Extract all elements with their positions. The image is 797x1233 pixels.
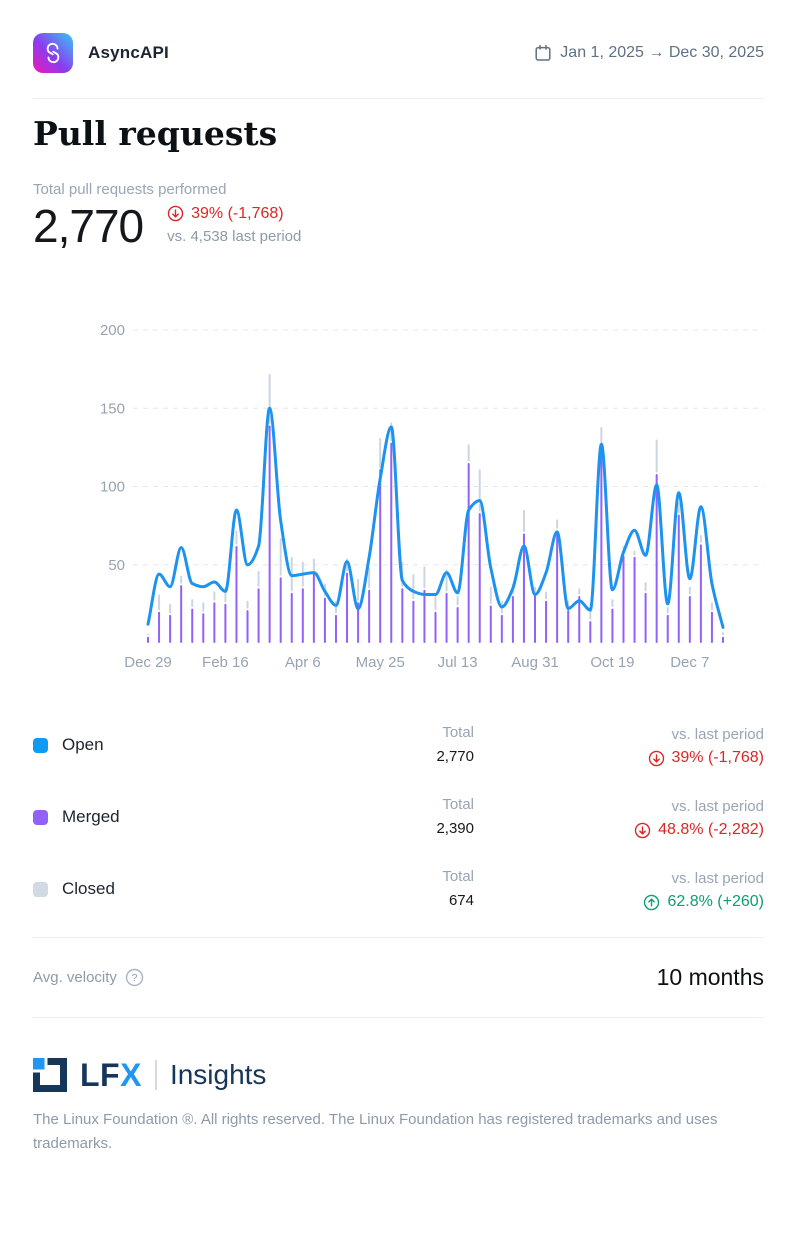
merged-change-text: 48.8% (-2,282) (658, 821, 764, 839)
closed-change-text: 62.8% (+260) (667, 893, 764, 911)
svg-text:100: 100 (100, 479, 125, 496)
copyright-text: The Linux Foundation ®. All rights reser… (33, 1111, 718, 1152)
report-page: AsyncAPI Jan 1, 2025 → Dec 30, 2025 Pull… (33, 33, 764, 1155)
legend-row-open: Open Total 2,770 vs. last period 39% (-1… (33, 709, 764, 781)
date-range-selector[interactable]: Jan 1, 2025 → Dec 30, 2025 (534, 44, 764, 62)
svg-text:May 25: May 25 (356, 654, 405, 671)
svg-text:Dec 29: Dec 29 (124, 654, 172, 671)
merged-swatch (33, 809, 48, 825)
summary-vs-text: vs. 4,538 last period (167, 227, 302, 245)
closed-swatch (33, 881, 48, 897)
help-icon[interactable]: ? (125, 968, 144, 987)
asyncapi-logo-icon (46, 42, 60, 64)
calendar-icon (535, 44, 551, 61)
summary-total-value: 2,770 (33, 199, 144, 252)
asyncapi-logo (33, 33, 73, 73)
summary-label: Total pull requests performed (33, 180, 227, 198)
total-caption: Total (442, 796, 474, 814)
open-change: 39% (-1,768) (474, 749, 764, 767)
svg-text:200: 200 (100, 322, 125, 339)
arrow-down-circle-icon (648, 750, 664, 766)
open-swatch (33, 737, 48, 753)
chart-legend: Open Total 2,770 vs. last period 39% (-1… (33, 709, 764, 925)
arrow-down-circle-icon (634, 822, 651, 838)
open-change-text: 39% (-1,768) (671, 749, 765, 767)
svg-text:Jul 13: Jul 13 (438, 654, 478, 671)
lfx-wordmark: LFX (80, 1057, 142, 1094)
lfx-mark-icon (33, 1058, 67, 1093)
page-title: Pull requests (33, 114, 278, 153)
arrow-up-circle-icon (644, 894, 660, 910)
header: AsyncAPI Jan 1, 2025 → Dec 30, 2025 (33, 33, 764, 73)
summary-change: 39% (-1,768) (167, 205, 301, 223)
vs-caption: vs. last period (671, 725, 764, 743)
legend-label-closed: Closed (62, 879, 115, 899)
summary-change-text: 39% (-1,768) (191, 204, 284, 222)
arrow-down-circle-icon (167, 205, 184, 222)
svg-text:Aug 31: Aug 31 (511, 654, 559, 671)
pull-requests-chart: 50 100 150 200 Dec 29 Feb 16 Apr 6 May 25 Jul 13… (33, 307, 764, 679)
legend-label-open: Open (62, 735, 104, 755)
date-range-label: Jan 1, 2025 → Dec 30, 2025 (560, 44, 764, 61)
svg-text:50: 50 (108, 557, 125, 574)
svg-text:Dec 7: Dec 7 (670, 654, 709, 671)
project-name: AsyncAPI (88, 43, 169, 62)
summary-delta-block: 39% (-1,768) vs. 4,538 last period (167, 200, 301, 245)
closed-total: 674 (448, 891, 474, 909)
vs-caption: vs. last period (671, 869, 764, 887)
merged-total: 2,390 (436, 819, 474, 837)
svg-text:Apr 6: Apr 6 (285, 654, 321, 671)
total-caption: Total (442, 724, 474, 742)
chart-canvas: 50 100 150 200 Dec 29 Feb 16 Apr 6 May 25 Jul 13… (100, 322, 764, 671)
legend-label-merged: Merged (62, 807, 120, 827)
svg-text:150: 150 (100, 401, 125, 418)
svg-text:Feb 16: Feb 16 (202, 654, 249, 671)
footer: LFX Insights The Linux Foundation ®. All… (33, 1058, 764, 1155)
merged-change: 48.8% (-2,282) (474, 821, 764, 839)
svg-text:Oct 19: Oct 19 (590, 654, 634, 671)
summary-row: 2,770 39% (-1,768) vs. 4,538 last period (33, 200, 764, 253)
legend-row-merged: Merged Total 2,390 vs. last period 48.8%… (33, 781, 764, 853)
avg-velocity-value: 10 months (656, 964, 764, 991)
velocity-divider (33, 1017, 764, 1019)
header-divider (33, 98, 764, 99)
vs-caption: vs. last period (671, 797, 764, 815)
avg-velocity-row: Avg. velocity ? 10 months (33, 938, 764, 1017)
closed-change: 62.8% (+260) (474, 893, 764, 911)
legend-row-closed: Closed Total 674 vs. last period 62.8% (… (33, 853, 764, 925)
legend-divider (33, 937, 764, 939)
lfx-insights-logo[interactable]: LFX Insights (33, 1057, 764, 1094)
total-caption: Total (442, 868, 474, 886)
open-total: 2,770 (436, 747, 474, 765)
svg-text:?: ? (132, 973, 138, 985)
insights-wordmark: Insights (169, 1059, 267, 1091)
logo-separator (154, 1060, 157, 1091)
avg-velocity-label: Avg. velocity (33, 969, 117, 987)
